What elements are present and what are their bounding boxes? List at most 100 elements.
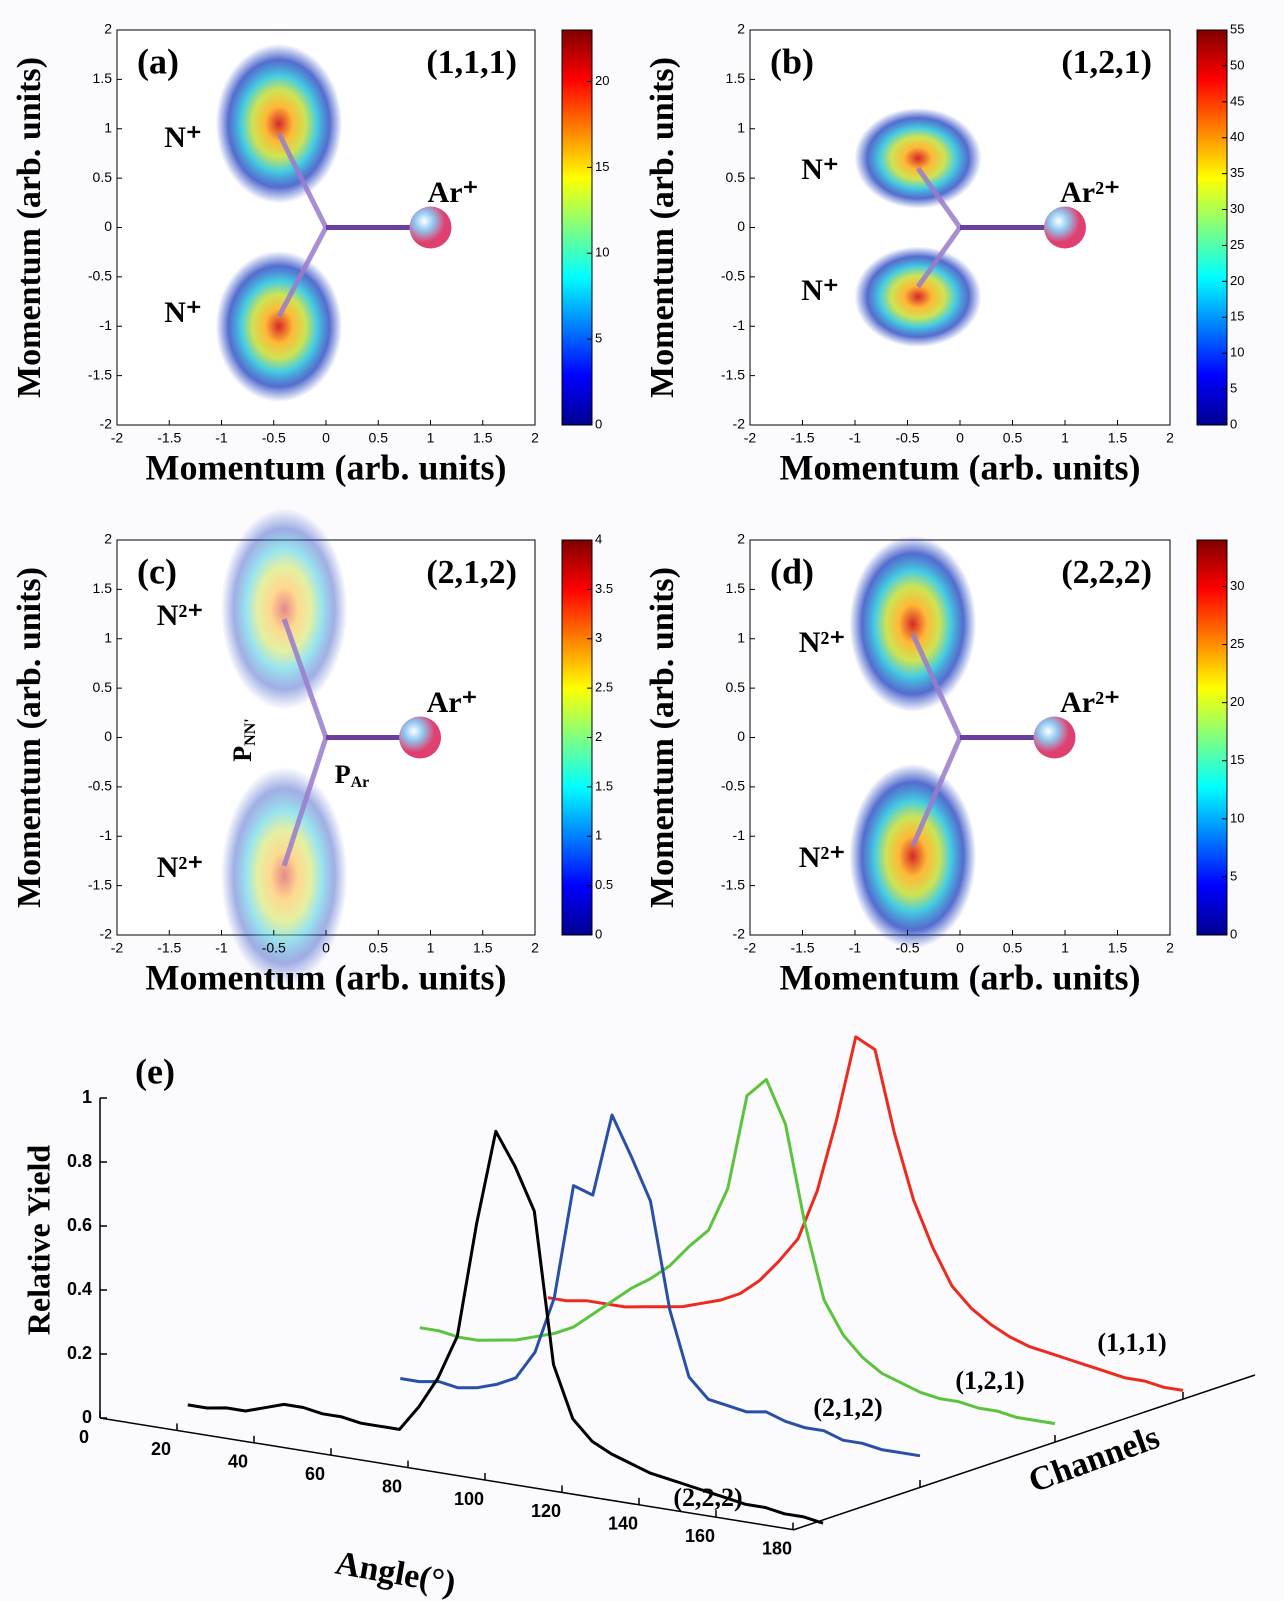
y-tick-label: 0.4 (67, 1279, 92, 1299)
momentum-vector (281, 736, 329, 867)
ion-label: Ar²⁺ (1060, 686, 1120, 719)
x-tick-label: -0.5 (895, 940, 919, 956)
colorbar-tick-label: 5 (595, 331, 602, 346)
colorbar-tick-label: 15 (595, 159, 609, 174)
y-tick-label: 1 (104, 119, 112, 135)
x-tick-label: 2 (531, 430, 539, 446)
x-tick-label: -1.5 (157, 430, 181, 446)
x-tick-label: 2 (1166, 940, 1174, 956)
momentum-vector (915, 226, 963, 289)
x-tick-label: -2 (744, 940, 757, 956)
series-line (419, 1078, 1056, 1426)
colorbar-tick-label: 15 (1230, 309, 1244, 324)
y-tick-label: 0 (104, 218, 112, 234)
y-axis-label: Momentum (arb. units) (644, 567, 681, 908)
x-tick-label: -2 (111, 430, 124, 446)
colorbar-tick-label: 40 (1230, 129, 1244, 144)
density-blob (849, 535, 977, 712)
colorbar-tick-label: 3 (595, 630, 602, 645)
x-axis (99, 1417, 794, 1531)
ion-label: Ar⁺ (427, 686, 478, 719)
colorbar-tick-label: 50 (1230, 57, 1244, 72)
colorbar-tick-label: 10 (1230, 345, 1244, 360)
y-tick-label: 1 (104, 629, 112, 645)
x-tick-label: 2 (531, 940, 539, 956)
x-tick-label: 0 (956, 940, 964, 956)
x-axis-label: Angle(°) (333, 1545, 459, 1601)
x-tick-label: -2 (111, 940, 124, 956)
density-blob (215, 43, 343, 204)
x-tick-label: 180 (762, 1538, 792, 1558)
colorbar-tick-label: 5 (1230, 868, 1237, 883)
y-tick-label: -1 (733, 827, 746, 843)
momentum-vector (915, 166, 963, 229)
colorbar-tick-label: 0 (1230, 416, 1237, 431)
y-tick-label: 0.5 (93, 679, 113, 695)
x-tick-label: -1 (215, 940, 228, 956)
x-tick-label: 1 (427, 940, 435, 956)
colorbar-tick-label: 3.5 (595, 581, 613, 596)
colorbar-tick-label: 35 (1230, 165, 1244, 180)
x-tick-label: 120 (531, 1501, 561, 1521)
density-blob (220, 508, 348, 710)
colorbar-tick-label: 2 (595, 729, 602, 744)
momentum-symbol: P (228, 746, 257, 762)
momentum-subscript: Ar (351, 774, 370, 791)
colorbar-tick-label: 20 (1230, 273, 1244, 288)
x-tick-label: 80 (382, 1476, 402, 1496)
colorbar-tick-label: 2.5 (595, 680, 613, 695)
x-tick-label: 140 (608, 1514, 638, 1534)
y-tick-label: -1 (100, 317, 113, 333)
colorbar-tick-label: 1.5 (595, 778, 613, 793)
panel-label: (b) (770, 41, 814, 81)
panel-label: (e) (135, 1051, 175, 1091)
ion-label: N⁺ (164, 296, 202, 329)
y-tick-label: 0.5 (726, 169, 746, 185)
y-tick-label: -0.5 (88, 778, 112, 794)
panel-label: (c) (137, 551, 177, 591)
colorbar (561, 29, 593, 426)
colorbar-tick-label: 1 (595, 828, 602, 843)
x-tick-label: 0.5 (1003, 940, 1023, 956)
x-tick-label: 0 (79, 1427, 89, 1447)
x-tick-label: 0 (322, 940, 330, 956)
momentum-vector (281, 618, 329, 739)
y-axis-label: Momentum (arb. units) (11, 57, 48, 398)
ion-label: N⁺ (801, 274, 839, 307)
x-tick-label: 1 (1061, 430, 1069, 446)
y-tick-label: 1.5 (726, 70, 746, 86)
ion-label: N⁺ (801, 153, 839, 186)
momentum-subscript: NN' (242, 718, 259, 746)
momentum-vector (276, 226, 329, 318)
momentum-vector (910, 736, 963, 848)
series-line (187, 1129, 824, 1525)
colorbar-tick-label: 4 (595, 531, 602, 546)
channel-axis (792, 1374, 1256, 1531)
colorbar-tick-label: 30 (1230, 201, 1244, 216)
ion-label: N²⁺ (799, 841, 846, 874)
colorbar-tick-label: 5 (1230, 381, 1237, 396)
y-tick-label: -0.5 (88, 268, 112, 284)
y-tick-label: 2 (104, 21, 112, 37)
x-tick-label: -1.5 (790, 940, 814, 956)
momentum-vector (276, 132, 329, 229)
y-tick-label: -2 (733, 926, 746, 942)
y-tick-label: -1.5 (721, 366, 745, 382)
x-tick-label: 0.5 (1003, 430, 1023, 446)
x-tick-label: 1 (1061, 940, 1069, 956)
density-blob (849, 763, 977, 949)
x-tick-label: -1 (215, 430, 228, 446)
momentum-vector (910, 632, 963, 739)
momentum-symbol: P (335, 760, 351, 789)
x-tick-label: -1 (849, 430, 862, 446)
x-tick-label: 0 (956, 430, 964, 446)
x-tick-label: -0.5 (262, 430, 286, 446)
x-tick-label: -2 (744, 430, 757, 446)
y-tick-label: -1.5 (721, 876, 745, 892)
density-blob (854, 107, 982, 209)
x-tick-label: 100 (454, 1489, 484, 1509)
y-tick-label: 0.6 (67, 1215, 92, 1235)
panel-title: (2,2,2) (1061, 554, 1152, 591)
